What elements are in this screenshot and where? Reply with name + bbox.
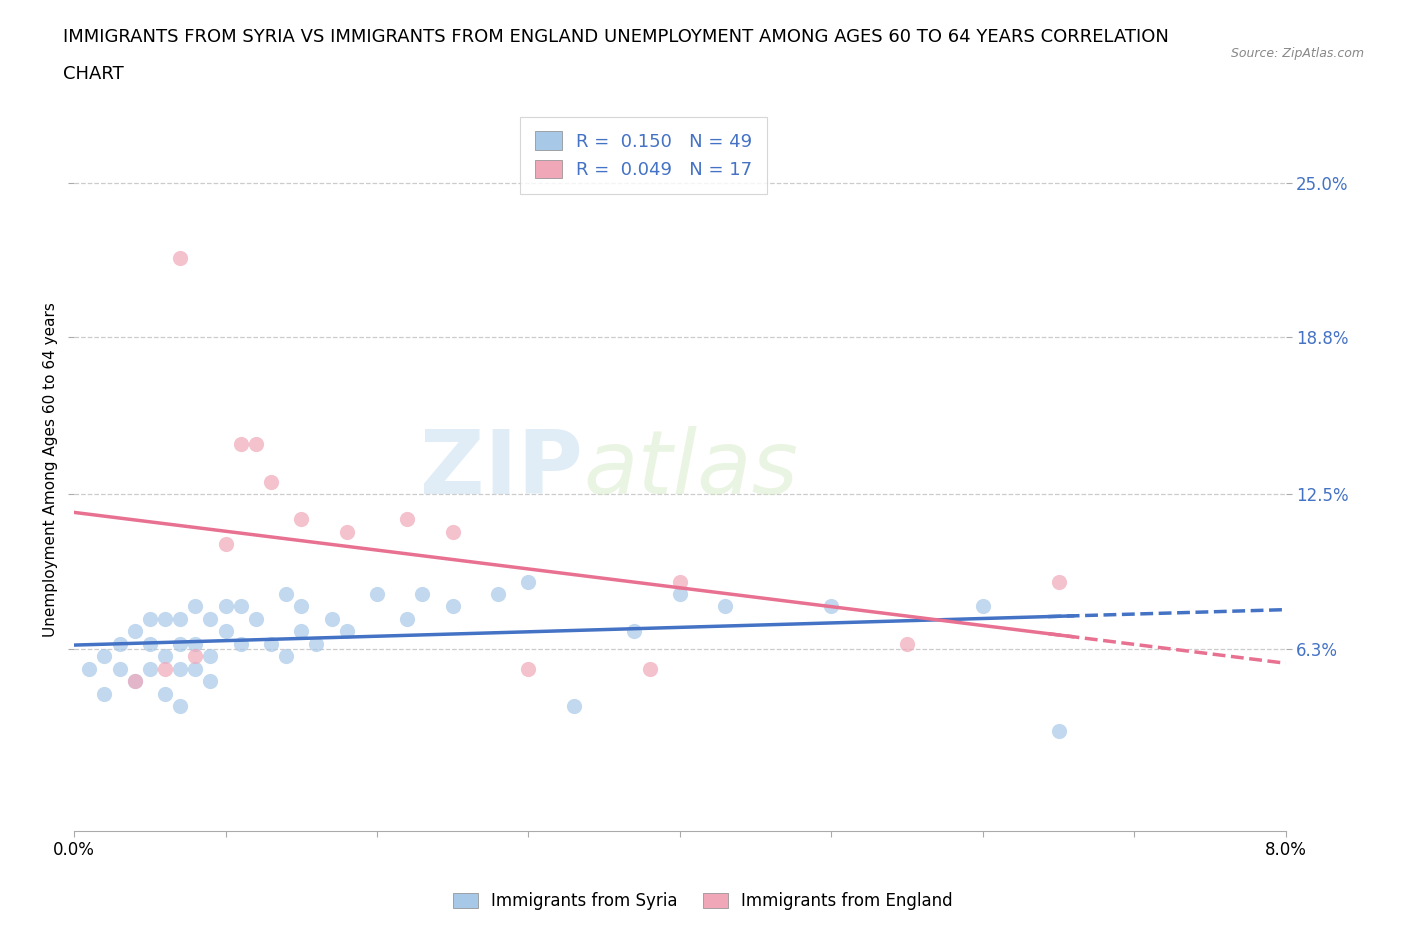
Point [93, 649, 115, 664]
Point [200, 612, 222, 627]
Point [290, 512, 312, 526]
Point [108, 661, 131, 676]
Point [396, 512, 419, 526]
Point [214, 624, 236, 639]
Point [184, 649, 207, 664]
Point [1047, 574, 1070, 589]
Point [184, 636, 207, 651]
Point [124, 674, 146, 689]
Point [638, 661, 661, 676]
Point [124, 624, 146, 639]
Point [139, 636, 162, 651]
Point [714, 599, 737, 614]
Point [169, 250, 191, 265]
Point [517, 661, 540, 676]
Point [245, 612, 267, 627]
Point [290, 624, 312, 639]
Point [441, 525, 464, 539]
Point [229, 437, 252, 452]
Point [305, 636, 328, 651]
Point [200, 649, 222, 664]
Point [336, 624, 359, 639]
Point [245, 437, 267, 452]
Text: CHART: CHART [63, 65, 124, 83]
Point [229, 636, 252, 651]
Point [321, 612, 343, 627]
Legend: R =  0.150   N = 49, R =  0.049   N = 17: R = 0.150 N = 49, R = 0.049 N = 17 [520, 117, 766, 193]
Point [260, 474, 283, 489]
Point [229, 599, 252, 614]
Point [669, 574, 692, 589]
Point [290, 599, 312, 614]
Text: ZIP: ZIP [420, 426, 583, 512]
Point [562, 698, 585, 713]
Point [184, 661, 207, 676]
Point [139, 612, 162, 627]
Point [169, 612, 191, 627]
Point [169, 636, 191, 651]
Point [276, 587, 298, 602]
Point [260, 636, 283, 651]
Point [366, 587, 388, 602]
Point [169, 698, 191, 713]
Text: atlas: atlas [583, 426, 797, 512]
Text: IMMIGRANTS FROM SYRIA VS IMMIGRANTS FROM ENGLAND UNEMPLOYMENT AMONG AGES 60 TO 6: IMMIGRANTS FROM SYRIA VS IMMIGRANTS FROM… [63, 28, 1170, 46]
Point [153, 686, 176, 701]
Point [124, 674, 146, 689]
Point [820, 599, 842, 614]
Point [77, 661, 100, 676]
Point [896, 636, 918, 651]
Point [396, 612, 419, 627]
Point [214, 537, 236, 551]
Point [623, 624, 645, 639]
Point [169, 661, 191, 676]
Point [972, 599, 994, 614]
Point [153, 649, 176, 664]
Legend: Immigrants from Syria, Immigrants from England: Immigrants from Syria, Immigrants from E… [447, 885, 959, 917]
Point [153, 612, 176, 627]
Point [108, 636, 131, 651]
Point [214, 599, 236, 614]
Point [276, 649, 298, 664]
Point [153, 661, 176, 676]
Point [517, 574, 540, 589]
Y-axis label: Unemployment Among Ages 60 to 64 years: Unemployment Among Ages 60 to 64 years [44, 302, 58, 637]
Point [669, 587, 692, 602]
Point [336, 525, 359, 539]
Point [184, 599, 207, 614]
Point [441, 599, 464, 614]
Point [93, 686, 115, 701]
Point [486, 587, 509, 602]
Point [1047, 724, 1070, 738]
Point [200, 674, 222, 689]
Point [411, 587, 433, 602]
Text: Source: ZipAtlas.com: Source: ZipAtlas.com [1230, 46, 1364, 60]
Point [139, 661, 162, 676]
